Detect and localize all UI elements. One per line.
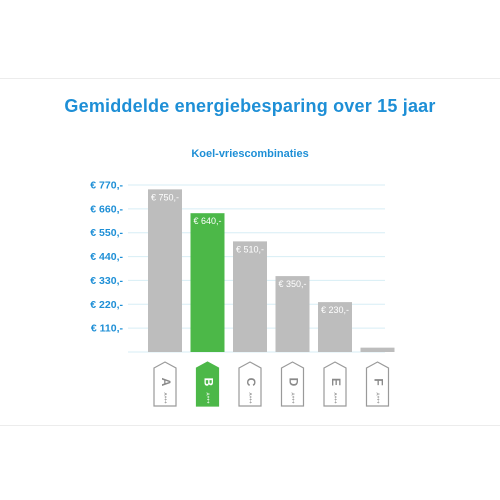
tag-shape bbox=[323, 361, 347, 407]
energy-scale-label: A+++ bbox=[205, 392, 210, 404]
y-tick-label: € 330,- bbox=[90, 275, 123, 287]
y-tick-label: € 550,- bbox=[90, 227, 123, 239]
energy-class-tag-d: D A+++ bbox=[280, 361, 305, 407]
energy-class-label: F bbox=[371, 378, 385, 385]
bar-f bbox=[360, 347, 395, 352]
energy-scale-label: A+++ bbox=[163, 392, 168, 404]
energy-class-label: A bbox=[159, 378, 173, 387]
energy-class-label: B bbox=[201, 378, 215, 387]
chart-subtitle: Koel-vriescombinaties bbox=[191, 148, 309, 160]
y-tick-label: € 660,- bbox=[90, 203, 123, 215]
bar-value-label: € 510,- bbox=[236, 244, 264, 254]
y-tick-label: € 440,- bbox=[90, 251, 123, 263]
bar-a bbox=[148, 189, 182, 352]
energy-class-label: D bbox=[286, 378, 300, 387]
bar-value-label: € 750,- bbox=[151, 192, 179, 202]
energy-class-tag-c: C A+++ bbox=[238, 361, 262, 407]
energy-class-label: E bbox=[329, 378, 343, 386]
bar-e bbox=[318, 302, 352, 352]
energy-class-tag-f: F A+++ bbox=[365, 361, 390, 407]
tag-shape bbox=[238, 361, 262, 407]
energy-class-label: C bbox=[244, 378, 258, 387]
tag-shape bbox=[195, 361, 220, 407]
bar-value-label: € 350,- bbox=[279, 279, 307, 289]
bar-value-label: € 640,- bbox=[194, 216, 222, 226]
bar-b bbox=[190, 213, 225, 352]
energy-scale-label: A+++ bbox=[248, 392, 253, 404]
energy-scale-label: A+++ bbox=[290, 392, 295, 404]
bar-d bbox=[275, 276, 310, 352]
tag-shape bbox=[280, 361, 305, 407]
energy-class-tag-b: B A+++ bbox=[195, 361, 220, 407]
chart-title: Gemiddelde energiebesparing over 15 jaar bbox=[64, 96, 436, 116]
tag-shape bbox=[153, 361, 177, 407]
y-tick-label: € 220,- bbox=[90, 299, 123, 311]
bar-value-label: € 230,- bbox=[321, 305, 349, 315]
tag-shape bbox=[365, 361, 390, 407]
energy-class-tag-a: A A+++ bbox=[153, 361, 177, 407]
energy-scale-label: A+++ bbox=[333, 392, 338, 404]
energy-scale-label: A+++ bbox=[375, 392, 380, 404]
y-tick-label: € 770,- bbox=[90, 180, 123, 192]
energy-class-tag-e: E A+++ bbox=[323, 361, 347, 407]
y-tick-label: € 110,- bbox=[91, 323, 124, 335]
bar-c bbox=[233, 241, 267, 352]
